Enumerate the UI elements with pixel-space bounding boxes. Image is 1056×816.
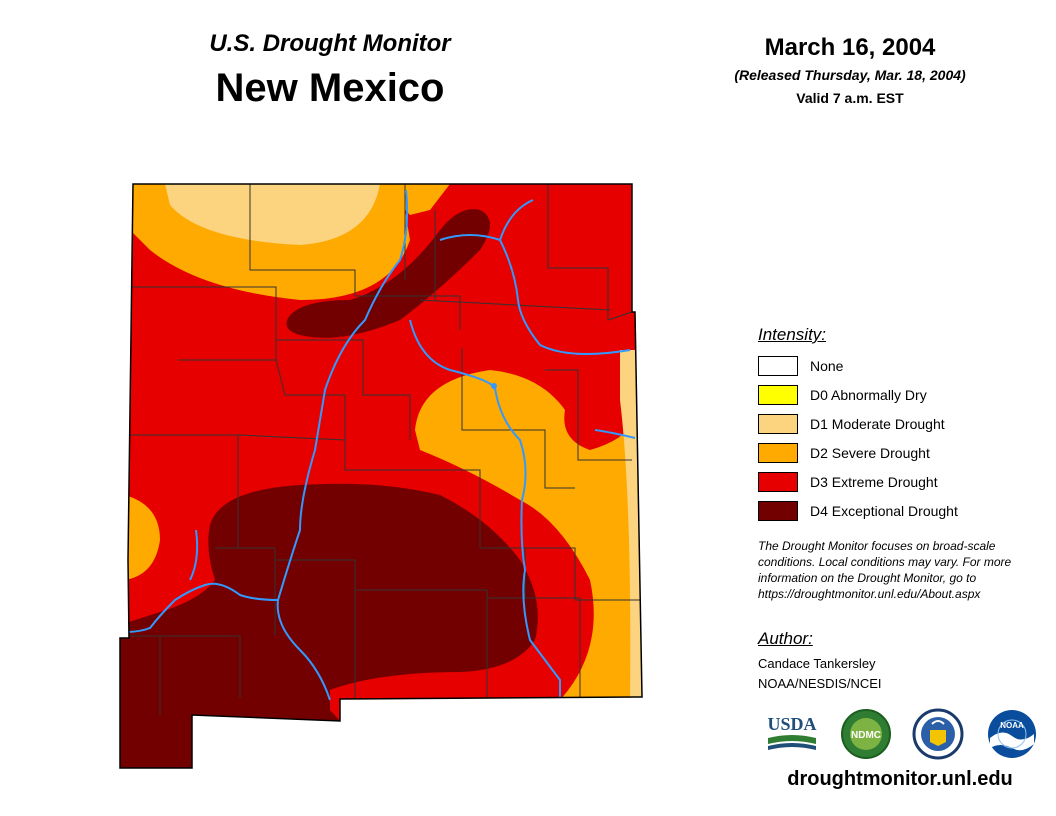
legend-swatch	[758, 385, 798, 405]
legend-swatch	[758, 443, 798, 463]
legend-swatch	[758, 356, 798, 376]
legend-item: D0 Abnormally Dry	[758, 384, 927, 406]
reservoir-marker	[491, 383, 497, 389]
rivers	[124, 189, 636, 701]
d2-severe-region-west	[125, 495, 160, 580]
legend-swatch	[758, 472, 798, 492]
legend-item: D4 Exceptional Drought	[758, 500, 958, 522]
legend-item: D3 Extreme Drought	[758, 471, 938, 493]
noaa-logo-text: NOAA	[1000, 721, 1024, 730]
ndmc-logo-text: NDMC	[851, 730, 881, 741]
author-name: Candace Tankersley	[758, 656, 876, 671]
commerce-seal-logo	[912, 708, 964, 760]
legend-swatch	[758, 414, 798, 434]
d1-moderate-region-north	[165, 184, 380, 245]
map-date: March 16, 2004	[764, 34, 936, 61]
gila-river	[124, 582, 279, 633]
legend-title: Intensity:	[758, 325, 827, 344]
valid-time: Valid 7 a.m. EST	[796, 90, 904, 106]
red-river-tributary	[594, 429, 636, 439]
legend-label: D3 Extreme Drought	[810, 474, 938, 490]
map-state-title: New Mexico	[215, 66, 445, 110]
author-org: NOAA/NESDIS/NCEI	[758, 676, 882, 691]
map-brand-title: U.S. Drought Monitor	[209, 30, 451, 57]
d2-severe-region-east	[415, 370, 642, 700]
county-borders	[130, 184, 640, 715]
legend-item: D2 Severe Drought	[758, 442, 930, 464]
san-francisco-river	[189, 529, 199, 581]
usda-logo-text: USDA	[767, 714, 816, 734]
drought-monitor-note: The Drought Monitor focuses on broad-sca…	[758, 539, 1012, 601]
legend-label: D0 Abnormally Dry	[810, 387, 927, 403]
legend-label: D4 Exceptional Drought	[810, 503, 958, 519]
legend-label: None	[810, 358, 844, 374]
release-date: (Released Thursday, Mar. 18, 2004)	[734, 67, 966, 83]
rio-grande-river	[276, 189, 409, 701]
ndmc-logo: NDMC	[841, 709, 891, 759]
d4-exceptional-streak-north	[286, 209, 490, 338]
legend-label: D1 Moderate Drought	[810, 416, 945, 432]
d4-exceptional-region-south	[120, 483, 538, 768]
legend-item: None	[758, 355, 843, 377]
canadian-river	[499, 239, 631, 355]
website-link[interactable]: droughtmonitor.unl.edu	[787, 768, 1013, 790]
pecos-river	[409, 319, 561, 700]
legend-swatch	[758, 501, 798, 521]
state-outline	[119, 183, 643, 769]
author-title: Author:	[758, 629, 813, 648]
usda-logo: USDA	[767, 714, 817, 750]
d2-severe-strip-north	[380, 184, 450, 215]
legend-item: D1 Moderate Drought	[758, 413, 945, 435]
noaa-logo: NOAA	[988, 710, 1036, 758]
legend-label: D2 Severe Drought	[810, 445, 930, 461]
